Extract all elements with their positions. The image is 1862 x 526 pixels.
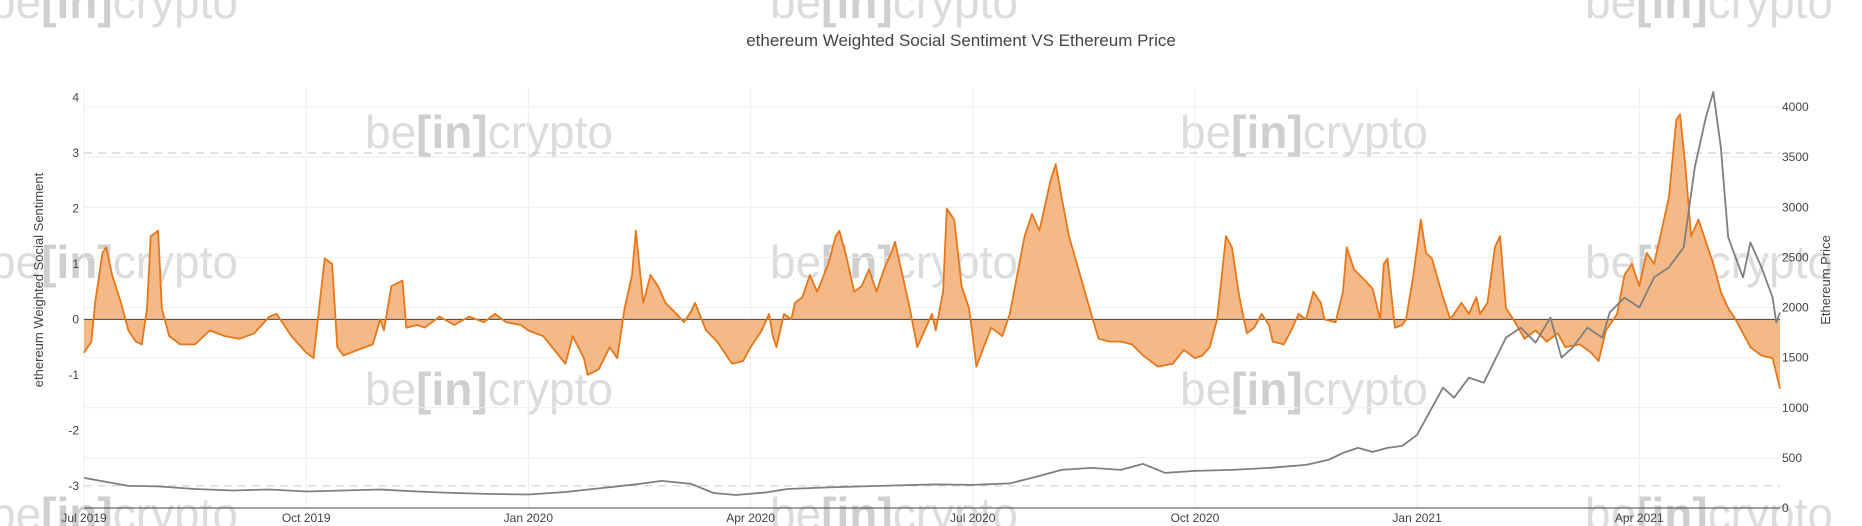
sentiment-line <box>83 113 1781 389</box>
y-right-axis-title: Ethereum Price <box>1818 235 1833 325</box>
watermark-logo: be[in]crypto <box>0 0 238 28</box>
x-tick-label: Jan 2021 <box>1392 511 1442 525</box>
watermark-logo: be[in]crypto <box>1585 0 1833 28</box>
x-tick-label: Apr 2021 <box>1615 511 1664 525</box>
chart-title: ethereum Weighted Social Sentiment VS Et… <box>746 31 1176 50</box>
y-right-tick-label: 0 <box>1782 501 1789 515</box>
y-left-tick-label: 1 <box>72 257 79 271</box>
x-tick-label: Jan 2020 <box>504 511 554 525</box>
watermark-logo: be[in]crypto <box>0 236 238 288</box>
x-tick-label: Apr 2020 <box>726 511 775 525</box>
y-right-tick-label: 4000 <box>1782 100 1809 114</box>
watermark-logo: be[in]crypto <box>1585 488 1833 526</box>
x-tick-label: Oct 2019 <box>282 511 331 525</box>
y-left-tick-label: -3 <box>68 479 79 493</box>
watermark-logo: be[in]crypto <box>365 106 613 158</box>
y-right-tick-label: 3000 <box>1782 200 1809 214</box>
x-tick-label: Oct 2020 <box>1171 511 1220 525</box>
x-tick-label: Jul 2019 <box>61 511 107 525</box>
watermark-logo: be[in]crypto <box>1180 363 1428 415</box>
y-right-tick-label: 2000 <box>1782 301 1809 315</box>
price-line <box>83 91 1781 496</box>
watermark-logo: be[in]crypto <box>770 488 1018 526</box>
y-left-tick-label: 0 <box>72 312 79 326</box>
x-tick-label: Jul 2020 <box>950 511 996 525</box>
y-right-tick-label: 1500 <box>1782 351 1809 365</box>
y-left-tick-label: -1 <box>68 368 79 382</box>
y-right-tick-label: 2500 <box>1782 250 1809 264</box>
sentiment-area <box>84 114 1780 389</box>
watermark-logo: be[in]crypto <box>1180 106 1428 158</box>
y-right-tick-label: 1000 <box>1782 401 1809 415</box>
y-left-tick-label: -2 <box>68 423 79 437</box>
watermark-logo: be[in]crypto <box>0 488 238 526</box>
y-right-tick-label: 500 <box>1782 451 1802 465</box>
y-left-tick-label: 2 <box>72 201 79 215</box>
watermark-logo: be[in]crypto <box>365 363 613 415</box>
y-left-tick-label: 4 <box>72 91 79 105</box>
y-left-axis-title: ethereum Weighted Social Sentiment <box>31 172 46 387</box>
y-right-tick-label: 3500 <box>1782 150 1809 164</box>
watermark-logo: be[in]crypto <box>770 0 1018 28</box>
y-left-tick-label: 3 <box>72 146 79 160</box>
